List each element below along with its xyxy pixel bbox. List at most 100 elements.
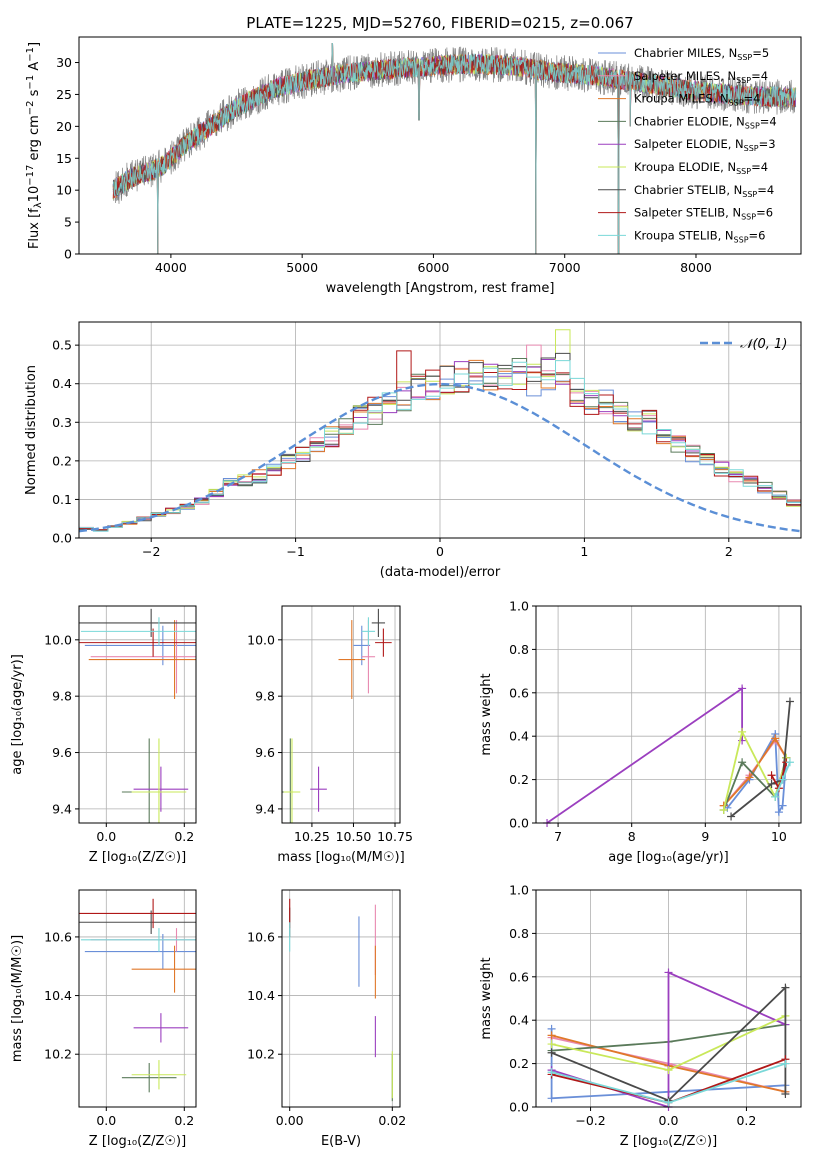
y-tick-label: 9.8 xyxy=(255,689,275,704)
x-tick-label: 8000 xyxy=(680,260,712,275)
x-tick-label: 0.0 xyxy=(96,1113,116,1128)
x-tick-label: −2 xyxy=(142,544,160,559)
mass-weight-vs-age-panel: 7 8 9 10 0.0 0.2 0.4 0.6 0.8 1.0 age [log₁₀(age/yr… xyxy=(479,599,802,865)
y-tick-label: 0.4 xyxy=(52,376,72,391)
y-tick-label: 10.0 xyxy=(44,632,72,647)
legend-label-kroupa-stelib: Kroupa STELIB, NSSP=6 xyxy=(634,228,765,244)
weight-marker-kroupa-miles xyxy=(771,734,780,743)
y-tick-label: 0.2 xyxy=(509,1056,529,1071)
weight-line-chabrier-stelib xyxy=(730,701,791,818)
weight-marker-salpeter-stelib xyxy=(767,771,776,780)
y-tick-label: 0.0 xyxy=(509,816,529,831)
age-vs-metallicity-panel: 0.0 0.2 9.4 9.6 9.8 10.0 Z [log₁₀(Z/Z☉)] age [l… xyxy=(10,605,197,865)
y-tick-label: 9.8 xyxy=(52,689,72,704)
x-tick-label: 10 xyxy=(771,829,787,844)
axes-frame xyxy=(535,889,802,1108)
x-tick-label: −0.2 xyxy=(575,1113,605,1128)
legend-label-chabrier-elodie: Chabrier ELODIE, NSSP=4 xyxy=(634,114,777,130)
weight-marker-kroupa-elodie xyxy=(664,1066,673,1075)
y-tick-label: 0.0 xyxy=(52,531,72,546)
x-axis-label: wavelength [Angstrom, rest frame] xyxy=(326,281,555,296)
weight-marker-chabrier-stelib xyxy=(727,812,736,821)
y-tick-label: 0.6 xyxy=(509,685,529,700)
residual-histogram-panel: −2 −1 0 1 2 0.0 0.1 0.2 0.3 0.4 0.5 (data-model)/er… xyxy=(24,321,802,580)
weight-marker-kroupa-elodie xyxy=(547,1040,556,1049)
y-tick-label: 10.6 xyxy=(44,929,72,944)
x-axis-label: E(B-V) xyxy=(321,1134,361,1149)
y-tick-label: 0 xyxy=(64,247,72,262)
x-tick-label: −1 xyxy=(286,544,304,559)
x-tick-label: 10.25 xyxy=(294,829,330,844)
x-tick-label: 6000 xyxy=(418,260,450,275)
weight-marker-chabrier-miles xyxy=(774,808,783,817)
y-axis-label: mass weight xyxy=(479,957,494,1039)
y-tick-label: 5 xyxy=(64,215,72,230)
y-axis-label: mass weight xyxy=(479,673,494,755)
weight-line-chabrier-miles xyxy=(726,730,788,816)
y-tick-label: 10.2 xyxy=(247,1047,275,1062)
histogram-kroupa-elodie xyxy=(79,329,801,531)
weight-marker-kroupa-stelib xyxy=(778,775,787,784)
x-tick-label: 4000 xyxy=(155,260,187,275)
x-tick-label: 0.02 xyxy=(378,1113,406,1128)
weight-marker-kroupa-miles xyxy=(547,1031,556,1040)
x-tick-label: 0.2 xyxy=(736,1113,756,1128)
weight-marker-kroupa-miles xyxy=(745,773,754,782)
y-axis-label: Flux [fλ10−17 erg cm−2 s−1 A−1] xyxy=(25,42,44,249)
legend-label-salpeter-miles: Salpeter MILES, NSSP=4 xyxy=(634,69,768,85)
x-tick-label: 9 xyxy=(701,829,709,844)
y-tick-label: 0.4 xyxy=(509,729,529,744)
x-axis-label: (data-model)/error xyxy=(380,565,501,580)
y-tick-label: 10.2 xyxy=(44,1047,72,1062)
axes-frame xyxy=(78,321,802,539)
model-spectrum-kroupa-stelib xyxy=(112,43,797,254)
y-tick-label: 0.5 xyxy=(52,338,72,353)
weight-marker-chabrier-stelib xyxy=(785,697,794,706)
y-tick-label: 0.0 xyxy=(509,1100,529,1115)
weight-marker-chabrier-stelib xyxy=(767,779,776,788)
y-tick-label: 1.0 xyxy=(509,599,529,614)
y-tick-label: 0.8 xyxy=(509,642,529,657)
y-tick-label: 0.6 xyxy=(509,969,529,984)
weight-marker-chabrier-stelib xyxy=(547,1048,556,1057)
y-tick-label: 25 xyxy=(56,87,72,102)
y-tick-label: 10.6 xyxy=(247,929,275,944)
y-tick-label: 1.0 xyxy=(509,883,529,898)
weight-marker-salpeter-elodie xyxy=(738,684,747,693)
x-tick-label: 10.50 xyxy=(336,829,372,844)
y-axis-label: age [log₁₀(age/yr)] xyxy=(10,654,25,775)
x-tick-label: 7000 xyxy=(549,260,581,275)
axes-frame xyxy=(281,605,401,824)
weight-marker-kroupa-stelib xyxy=(664,1098,673,1107)
y-tick-label: 0.1 xyxy=(52,492,72,507)
weight-marker-chabrier-miles xyxy=(547,1094,556,1103)
y-tick-label: 15 xyxy=(56,151,72,166)
y-tick-label: 9.6 xyxy=(255,745,275,760)
y-tick-label: 9.4 xyxy=(255,801,275,816)
weight-line-chabrier-miles xyxy=(550,1028,786,1100)
y-tick-label: 9.4 xyxy=(52,801,72,816)
y-axis-label: mass [log₁₀(M/M☉)] xyxy=(10,935,25,1062)
y-tick-label: 10.0 xyxy=(247,632,275,647)
weight-marker-kroupa-elodie xyxy=(719,805,728,814)
x-tick-label: 7 xyxy=(554,829,562,844)
legend-label-salpeter-elodie: Salpeter ELODIE, NSSP=3 xyxy=(634,137,776,153)
y-tick-label: 0.3 xyxy=(52,415,72,430)
x-axis-label: age [log₁₀(age/yr)] xyxy=(608,850,729,865)
mass-vs-reddening-panel: 0.00 0.02 10.2 10.4 10.6 E(B-V) xyxy=(247,889,406,1149)
y-tick-label: 0.2 xyxy=(52,453,72,468)
y-tick-label: 10.4 xyxy=(247,988,275,1003)
weight-marker-kroupa-stelib xyxy=(771,792,780,801)
weight-marker-chabrier-miles xyxy=(778,801,787,810)
age-vs-mass-panel: 10.25 10.50 10.75 9.4 9.6 9.8 10.0 mass [log₁₀(… xyxy=(247,605,413,865)
weight-marker-chabrier-stelib xyxy=(781,983,790,992)
legend-label-salpeter-stelib: Salpeter STELIB, NSSP=6 xyxy=(634,206,773,222)
y-axis-label: Normed distribution xyxy=(24,365,39,495)
legend-label-chabrier-stelib: Chabrier STELIB, NSSP=4 xyxy=(634,183,774,199)
spectrum-panel: 4000 5000 6000 7000 8000 0 5 10 15 20 25 30 waveleng… xyxy=(25,36,802,296)
weight-marker-kroupa-stelib xyxy=(547,1068,556,1077)
axes-frame xyxy=(281,889,401,1108)
y-tick-label: 10 xyxy=(56,183,72,198)
weight-line-kroupa-miles xyxy=(723,736,788,807)
